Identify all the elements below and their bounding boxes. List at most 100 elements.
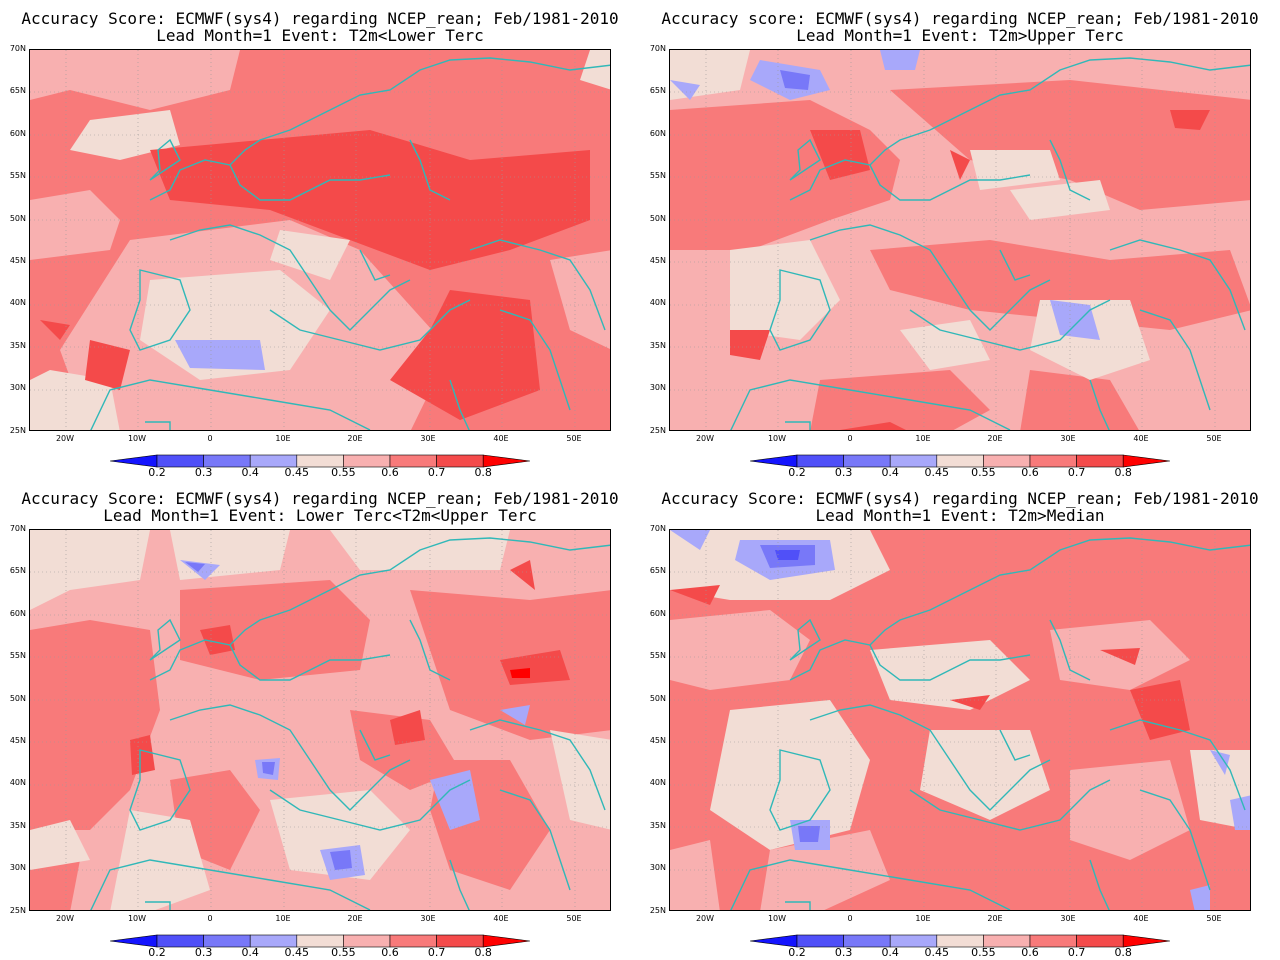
contour-map [30, 530, 610, 910]
colorbar-label: 0.2 [788, 466, 806, 479]
colorbar [750, 454, 1170, 468]
contour-map [670, 50, 1250, 430]
panel-subtitle: Lead Month=1 Event: Lower Terc<T2m<Upper… [103, 506, 537, 525]
contour-map [670, 530, 1250, 910]
lat-tick-label: 65N [9, 86, 26, 95]
colorbar-label: 0.3 [194, 466, 213, 479]
colorbar-label: 0.8 [1114, 946, 1132, 959]
colorbar-label: 0.55 [971, 946, 996, 959]
colorbar-label: 0.7 [427, 946, 446, 959]
panel-title: Accuracy Score: ECMWF(sys4) regarding NC… [661, 489, 1259, 508]
lon-tick-label: 10W [767, 914, 787, 923]
colorbar-label: 0.3 [194, 946, 213, 959]
contour-map [30, 50, 610, 430]
map-plot [669, 529, 1251, 911]
lon-tick-label: 50E [1206, 434, 1222, 443]
lat-tick-label: 65N [9, 566, 26, 575]
lat-tick-label: 45N [9, 736, 26, 745]
colorbar-label: 0.4 [881, 946, 899, 959]
map-panel-median: Accuracy Score: ECMWF(sys4) regarding NC… [640, 480, 1280, 960]
lat-tick-label: 40N [649, 298, 666, 307]
lat-tick-label: 65N [649, 566, 666, 575]
lat-tick-label: 60N [649, 609, 666, 618]
colorbar [750, 934, 1170, 948]
colorbar-label: 0.6 [381, 466, 399, 479]
lon-tick-label: 10E [915, 914, 931, 923]
lat-tick-label: 60N [649, 129, 666, 138]
lat-tick-label: 40N [9, 778, 26, 787]
colorbar-label: 0.4 [881, 466, 899, 479]
colorbar-label: 0.45 [284, 466, 310, 479]
lon-tick-label: 40E [1133, 914, 1149, 923]
lon-tick-label: 20E [347, 914, 363, 923]
lat-tick-label: 50N [649, 694, 666, 703]
colorbar-segment [1122, 454, 1170, 468]
lat-tick-label: 70N [649, 524, 666, 533]
map-plot [29, 49, 611, 431]
lat-tick-label: 55N [649, 651, 666, 660]
lon-tick-label: 10W [127, 914, 147, 923]
colorbar [110, 934, 530, 948]
lon-tick-label: 0 [207, 434, 213, 443]
lat-tick-label: 50N [9, 694, 26, 703]
lon-tick-label: 20W [55, 434, 75, 443]
lat-tick-label: 25N [9, 426, 26, 435]
lon-tick-label: 30E [1060, 434, 1076, 443]
lon-tick-label: 10E [915, 434, 931, 443]
colorbar-label: 0.45 [924, 946, 950, 959]
lon-tick-label: 30E [420, 434, 436, 443]
colorbar-label: 0.8 [1114, 466, 1132, 479]
lat-tick-label: 50N [9, 214, 26, 223]
lon-tick-label: 20E [347, 434, 363, 443]
lat-tick-label: 60N [9, 129, 26, 138]
colorbar-label: 0.55 [971, 466, 996, 479]
colorbar-label: 0.6 [1021, 466, 1039, 479]
colorbar-label: 0.8 [474, 466, 492, 479]
panel-title: Accuracy Score: ECMWF(sys4) regarding NC… [21, 489, 619, 508]
lat-tick-label: 30N [649, 863, 666, 872]
colorbar-label: 0.7 [1067, 946, 1086, 959]
lon-tick-label: 0 [847, 434, 853, 443]
colorbar-label: 0.3 [834, 946, 853, 959]
lat-tick-label: 25N [649, 906, 666, 915]
lat-tick-label: 35N [9, 821, 26, 830]
lat-tick-label: 70N [649, 44, 666, 53]
panel-subtitle: Lead Month=1 Event: T2m>Median [815, 506, 1105, 525]
lon-tick-label: 50E [566, 914, 582, 923]
map-panel-middle-tercile: Accuracy Score: ECMWF(sys4) regarding NC… [0, 480, 640, 960]
lon-tick-label: 0 [207, 914, 213, 923]
lon-tick-label: 20E [987, 914, 1003, 923]
map-plot [669, 49, 1251, 431]
lon-tick-label: 20E [987, 434, 1003, 443]
colorbar-label: 0.8 [474, 946, 492, 959]
colorbar [110, 454, 530, 468]
colorbar-label: 0.55 [331, 466, 356, 479]
lon-tick-label: 10E [275, 434, 291, 443]
panel-title: Accuracy score: ECMWF(sys4) regarding NC… [661, 9, 1259, 28]
colorbar-segment [482, 454, 530, 468]
colorbar-label: 0.2 [148, 466, 166, 479]
lon-tick-label: 20W [695, 914, 715, 923]
lat-tick-label: 45N [649, 736, 666, 745]
colorbar-label: 0.4 [241, 466, 259, 479]
lat-tick-label: 70N [9, 44, 26, 53]
lat-tick-label: 45N [649, 256, 666, 265]
lon-tick-label: 20W [55, 914, 75, 923]
lon-tick-label: 50E [1206, 914, 1222, 923]
lat-tick-label: 25N [9, 906, 26, 915]
lon-tick-label: 40E [493, 914, 509, 923]
lat-tick-label: 70N [9, 524, 26, 533]
lat-tick-label: 55N [9, 171, 26, 180]
lat-tick-label: 35N [649, 821, 666, 830]
colorbar-label: 0.6 [381, 946, 399, 959]
lon-tick-label: 10E [275, 914, 291, 923]
lon-tick-label: 40E [493, 434, 509, 443]
colorbar-label: 0.2 [788, 946, 806, 959]
lat-tick-label: 50N [649, 214, 666, 223]
lat-tick-label: 25N [649, 426, 666, 435]
lat-tick-label: 40N [9, 298, 26, 307]
colorbar-label: 0.45 [284, 946, 310, 959]
lat-tick-label: 30N [9, 383, 26, 392]
lat-tick-label: 40N [649, 778, 666, 787]
lon-tick-label: 0 [847, 914, 853, 923]
